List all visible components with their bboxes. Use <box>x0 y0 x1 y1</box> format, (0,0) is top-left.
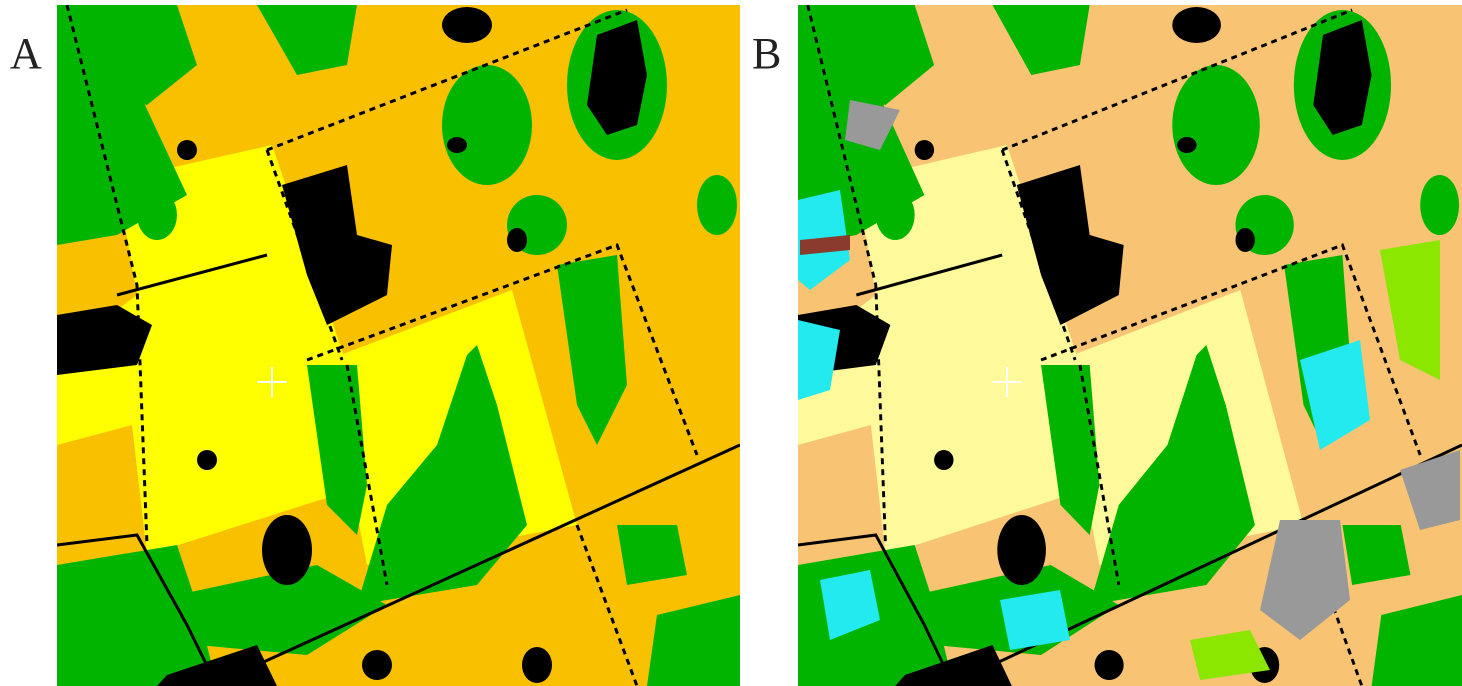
figure: A B (() => { const data = JSON.parse(doc… <box>0 0 1462 686</box>
panel-label: A <box>10 29 42 78</box>
map-b <box>798 5 1462 686</box>
map-a <box>57 5 740 686</box>
panel-label: B <box>752 29 781 78</box>
